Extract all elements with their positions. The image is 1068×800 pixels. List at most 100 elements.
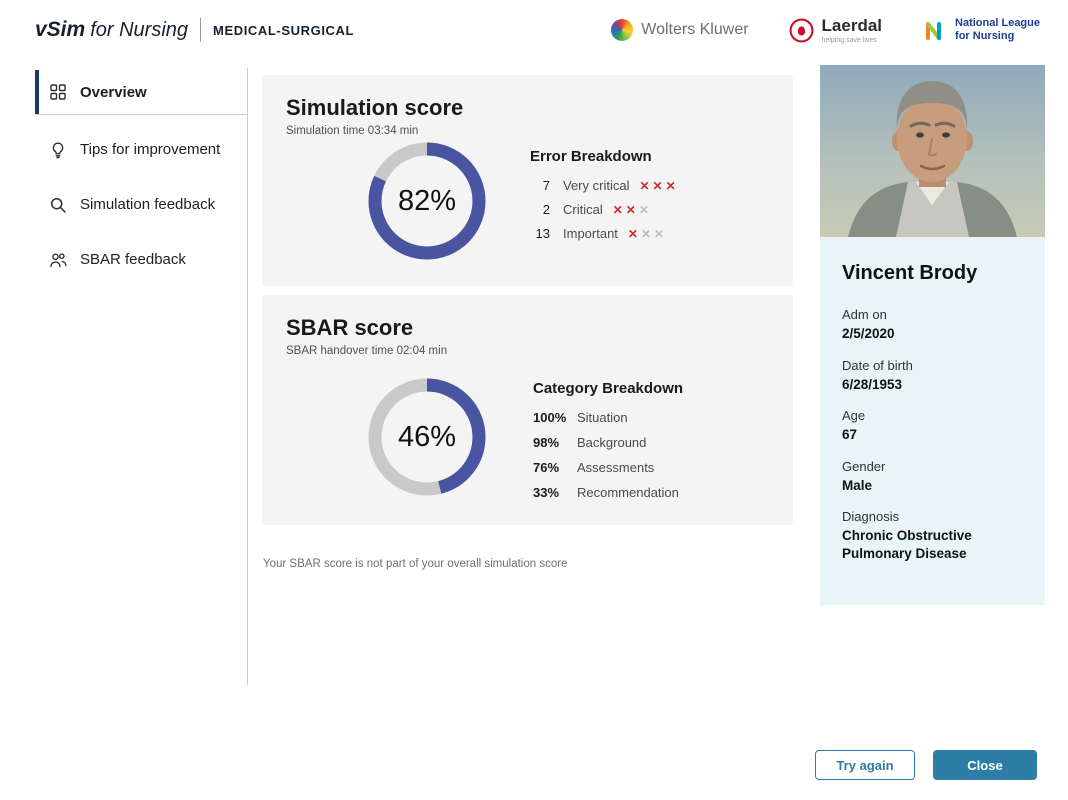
patient-info: Vincent Brody Adm on 2/5/2020 Date of bi… — [820, 237, 1045, 606]
category-label: Recommendation — [577, 485, 679, 500]
sbar-score-title: SBAR score — [286, 315, 414, 340]
error-count: 2 — [542, 202, 550, 217]
sbar-score-card: SBAR score SBAR handover time 02:04 min … — [262, 295, 793, 525]
patient-name: Vincent Brody — [842, 262, 978, 284]
patient-field-age: Age 67 — [842, 408, 1023, 444]
category-row-assessments: 76% Assessments — [533, 460, 683, 475]
field-label: Date of birth — [842, 357, 913, 373]
category-label: Situation — [577, 410, 628, 425]
severity-x-icons: ✕✕✕ — [613, 203, 652, 217]
x-icon: ✕ — [654, 226, 668, 241]
category-value: 33% — [533, 485, 560, 500]
category-label: Assessments — [577, 460, 655, 475]
field-label: Diagnosis — [842, 509, 900, 525]
nln-label-line2: for Nursing — [955, 30, 1015, 42]
error-row-very-critical: 7 Very critical ✕✕✕ — [530, 178, 679, 193]
patient-field-adm-on: Adm on 2/5/2020 — [842, 307, 1023, 343]
magnifier-icon — [49, 196, 67, 214]
error-label: Important — [563, 226, 618, 241]
patient-field-diagnosis: Diagnosis Chronic Obstructive Pulmonary … — [842, 509, 1023, 562]
category-row-situation: 100% Situation — [533, 410, 683, 425]
wolters-kluwer-pinwheel-icon — [611, 19, 634, 41]
x-icon: ✕ — [627, 226, 641, 241]
x-icon: ✕ — [612, 202, 626, 217]
simulation-score-title: Simulation score — [286, 95, 464, 120]
sidebar: Overview Tips for improvement Simulation… — [35, 68, 248, 685]
try-again-button[interactable]: Try again — [815, 750, 915, 780]
sbar-handover-time: SBAR handover time 02:04 min — [286, 345, 448, 357]
laerdal-logo: Laerdal helping save lives — [789, 17, 882, 44]
app-header: vSim for Nursing MEDICAL-SURGICAL Wolter… — [0, 0, 1068, 60]
field-label: Gender — [842, 458, 886, 474]
sbar-score-note: Your SBAR score is not part of your over… — [263, 557, 568, 570]
severity-x-icons: ✕✕✕ — [628, 227, 667, 241]
patient-panel: Vincent Brody Adm on 2/5/2020 Date of bi… — [820, 65, 1045, 606]
brand-module: MEDICAL-SURGICAL — [213, 22, 355, 38]
sidebar-item-simulation-feedback[interactable]: Simulation feedback — [35, 182, 247, 227]
severity-x-icons: ✕✕✕ — [639, 179, 678, 193]
category-label: Background — [577, 435, 647, 450]
simulation-score-donut: 82% — [367, 141, 487, 261]
category-value: 98% — [533, 435, 560, 450]
brand-divider — [200, 18, 202, 42]
category-row-background: 98% Background — [533, 435, 683, 450]
sidebar-item-label: Simulation feedback — [80, 196, 216, 213]
error-label: Critical — [563, 202, 603, 217]
vsim-logo: vSim for Nursing MEDICAL-SURGICAL — [35, 18, 354, 42]
field-value: Male — [842, 477, 873, 493]
error-breakdown-heading: Error Breakdown — [530, 148, 652, 165]
partner-logos: Wolters Kluwer Laerdal helping save live… — [611, 17, 1040, 44]
x-icon: ✕ — [640, 226, 655, 241]
error-row-important: 13 Important ✕✕✕ — [530, 226, 679, 241]
patient-field-date-of-birth: Date of birth 6/28/1953 — [842, 358, 1023, 394]
laerdal-circle-icon — [789, 18, 814, 43]
patient-field-gender: Gender Male — [842, 459, 1023, 495]
field-value: 6/28/1953 — [842, 376, 903, 392]
sidebar-item-sbar-feedback[interactable]: SBAR feedback — [35, 237, 247, 282]
error-count: 13 — [535, 226, 550, 241]
laerdal-label: Laerdal — [821, 15, 883, 35]
error-breakdown: Error Breakdown 7 Very critical ✕✕✕ 2 Cr… — [530, 148, 679, 250]
error-label: Very critical — [563, 178, 630, 193]
sidebar-item-overview[interactable]: Overview — [35, 70, 247, 115]
x-icon: ✕ — [638, 202, 652, 217]
category-value: 76% — [533, 460, 560, 475]
x-icon: ✕ — [625, 202, 639, 217]
sidebar-item-label: SBAR feedback — [80, 251, 186, 268]
category-row-recommendation: 33% Recommendation — [533, 485, 683, 500]
sidebar-item-tips[interactable]: Tips for improvement — [35, 127, 247, 172]
sidebar-item-label: Tips for improvement — [80, 141, 221, 158]
lightbulb-icon — [49, 141, 67, 159]
nln-mark-icon — [922, 17, 948, 43]
wolters-kluwer-label: Wolters Kluwer — [641, 21, 749, 38]
category-breakdown: Category Breakdown 100% Situation 98% Ba… — [533, 380, 683, 510]
patient-photo — [820, 65, 1045, 237]
people-icon — [49, 251, 67, 269]
close-button[interactable]: Close — [933, 750, 1037, 780]
field-label: Age — [842, 408, 866, 424]
sbar-score-percent: 46% — [397, 420, 457, 453]
field-value: Chronic Obstructive Pulmonary Disease — [842, 528, 972, 561]
footer-actions: Try again Close — [815, 750, 1037, 780]
wolters-kluwer-logo: Wolters Kluwer — [611, 19, 749, 41]
brand-suffix: for Nursing — [90, 18, 189, 41]
error-row-critical: 2 Critical ✕✕✕ — [530, 202, 679, 217]
grid-icon — [49, 83, 67, 101]
nln-logo: National League for Nursing — [922, 17, 1040, 43]
x-icon: ✕ — [665, 178, 679, 193]
simulation-score-percent: 82% — [397, 184, 457, 217]
sidebar-item-label: Overview — [80, 83, 147, 101]
field-label: Adm on — [842, 307, 887, 322]
category-value: 100% — [533, 410, 567, 425]
x-icon: ✕ — [652, 178, 666, 193]
field-value: 2/5/2020 — [842, 326, 895, 341]
simulation-time: Simulation time 03:34 min — [286, 125, 419, 137]
category-breakdown-heading: Category Breakdown — [533, 380, 684, 397]
sbar-score-donut: 46% — [367, 377, 487, 497]
laerdal-tagline: helping save lives — [821, 36, 877, 44]
simulation-score-card: Simulation score Simulation time 03:34 m… — [262, 75, 793, 286]
field-value: 67 — [842, 427, 858, 443]
error-count: 7 — [542, 178, 550, 193]
x-icon: ✕ — [639, 178, 653, 193]
nln-label-line1: National League — [955, 17, 1040, 30]
